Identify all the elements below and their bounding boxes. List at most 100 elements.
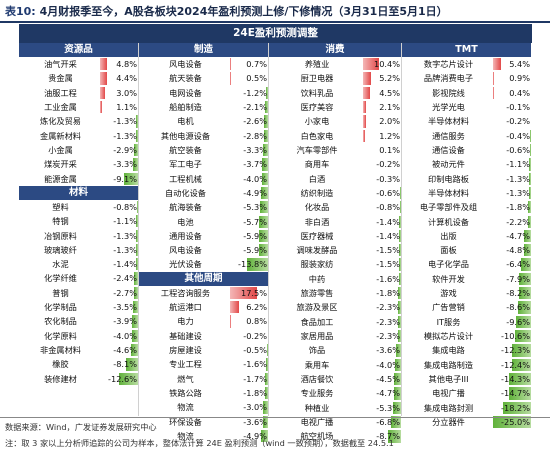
revision-bar-cell: 17.5%	[230, 286, 268, 300]
industry-name: 家居用品	[300, 331, 334, 342]
industry-name: 调味发酵品	[296, 245, 338, 256]
industry-name: 风电设备	[169, 245, 202, 256]
revision-bar-cell: -1.1%	[493, 158, 531, 171]
table-row: 橡胶 -8.1%	[19, 357, 138, 371]
revision-bar-cell: -4.7%	[363, 387, 401, 400]
revision-bar-cell: -1.3%	[100, 229, 138, 242]
table-row: 汽车零部件 0.1%	[269, 143, 401, 157]
table-row: 印制电路板 -1.3%	[402, 172, 531, 186]
revision-bar-cell: 2.0%	[363, 115, 401, 128]
revision-bar	[136, 129, 138, 142]
industry-name: 被动元件	[432, 159, 465, 170]
industry-name: 工程咨询服务	[160, 287, 211, 298]
revision-bar	[363, 58, 379, 71]
table-row: 通用设备 -5.9%	[139, 229, 268, 243]
revision-bar	[264, 115, 268, 128]
revision-value: 0.5%	[246, 73, 267, 84]
table-row: 电视广播 -14.7%	[402, 386, 531, 400]
revision-bar-cell: -3.7%	[230, 158, 268, 171]
revision-bar	[509, 373, 531, 386]
revision-value: -1.4%	[376, 216, 400, 227]
revision-bar-cell: -5.3%	[363, 401, 401, 414]
revision-bar-cell: -0.3%	[363, 172, 401, 185]
revision-bar-cell: 1.1%	[100, 100, 138, 114]
revision-bar	[230, 301, 240, 314]
industry-name: 其他电子III	[428, 374, 469, 385]
revision-bar-cell: -1.3%	[100, 243, 138, 257]
table-row: 船舶制造 -2.1%	[139, 100, 268, 114]
table-row: 工程机械 -4.0%	[139, 172, 268, 186]
revision-value: -2.4%	[113, 273, 137, 284]
revision-bar-cell: -1.7%	[230, 372, 268, 386]
table-row: 航天装备 0.5%	[139, 71, 268, 85]
table-row: 风电设备 0.7%	[139, 57, 268, 71]
revision-value: -8.7%	[376, 431, 400, 442]
revision-bar-cell: -1.3%	[100, 129, 138, 142]
industry-name: 普钢	[52, 287, 69, 298]
revision-bar-cell: -1.5%	[363, 244, 401, 257]
table-row: 房屋建设 -0.5%	[139, 343, 268, 357]
industry-name: 服装家纺	[300, 259, 334, 270]
revision-bar-cell: -10.6%	[493, 330, 531, 343]
revision-bar	[265, 358, 268, 371]
revision-bar-cell: 0.1%	[363, 143, 401, 157]
revision-bar	[521, 258, 531, 271]
revision-value: -8.1%	[113, 359, 137, 370]
revision-value: -3.3%	[113, 159, 137, 170]
revision-bar	[133, 143, 138, 157]
title-tag: 表10:	[5, 5, 36, 18]
revision-bar	[100, 58, 108, 71]
table-row: 模拟芯片设计 -10.6%	[402, 329, 531, 343]
table-row: 水泥 -1.4%	[19, 257, 138, 271]
revision-bar-cell: -4.0%	[363, 358, 401, 372]
revision-bar	[260, 430, 268, 443]
revision-value: -4.9%	[243, 187, 267, 198]
table-row: 能源金属 -9.1%	[19, 172, 138, 186]
revision-value: -5.3%	[243, 202, 267, 213]
industry-name: 工业金属	[44, 101, 77, 112]
industry-name: 专业服务	[300, 388, 334, 399]
revision-bar	[247, 258, 268, 271]
revision-bar-cell: -25.0%	[493, 416, 531, 429]
revision-value: -6.8%	[376, 417, 400, 427]
revision-bar	[394, 373, 401, 386]
revision-bar-cell: 0.8%	[230, 315, 268, 328]
industry-name: 基础建设	[169, 330, 202, 341]
revision-bar	[493, 58, 502, 71]
revision-bar-cell: -0.2%	[363, 158, 401, 171]
revision-bar	[517, 301, 531, 314]
industry-name: 广告营销	[432, 302, 465, 313]
revision-bar	[398, 258, 401, 271]
industry-name: 农化制品	[44, 316, 77, 327]
table-row: 电子零部件及组 -1.8%	[402, 200, 531, 214]
revision-value: -0.2%	[243, 330, 267, 341]
revision-bar-cell: -4.6%	[100, 344, 138, 357]
revision-value: -1.3%	[113, 116, 137, 127]
revision-value: -3.0%	[243, 402, 267, 413]
revision-value: -3.5%	[113, 302, 137, 313]
revision-value: 10.4%	[373, 59, 400, 69]
revision-bar	[519, 272, 531, 286]
revision-bar	[493, 72, 495, 85]
revision-value: -12.4%	[501, 359, 530, 370]
revision-bar	[363, 115, 367, 128]
table-row: 贵金属 4.4%	[19, 71, 138, 85]
revision-bar	[395, 344, 401, 357]
table-row: 风电设备 -5.9%	[139, 243, 268, 257]
industry-name: 船舶制造	[169, 101, 202, 112]
revision-bar-cell: -8.2%	[493, 287, 531, 300]
table-row: 油服工程 3.0%	[19, 86, 138, 100]
industry-name: 装修建材	[44, 373, 77, 384]
column-header: 制造	[139, 43, 268, 57]
table-row: 面板 -4.8%	[402, 243, 531, 257]
industry-name: 小金属	[48, 144, 73, 155]
revision-bar-cell: -6.4%	[493, 258, 531, 271]
revision-value: -12.3%	[501, 345, 530, 356]
revision-bar	[528, 201, 531, 214]
revision-bar	[263, 129, 268, 142]
table-row: 纺织制造 -0.6%	[269, 186, 401, 200]
table-row: 通信服务 -0.4%	[402, 129, 531, 143]
revision-bar	[518, 287, 531, 300]
revision-value: -3.7%	[243, 159, 267, 170]
revision-value: -3.9%	[113, 316, 137, 327]
